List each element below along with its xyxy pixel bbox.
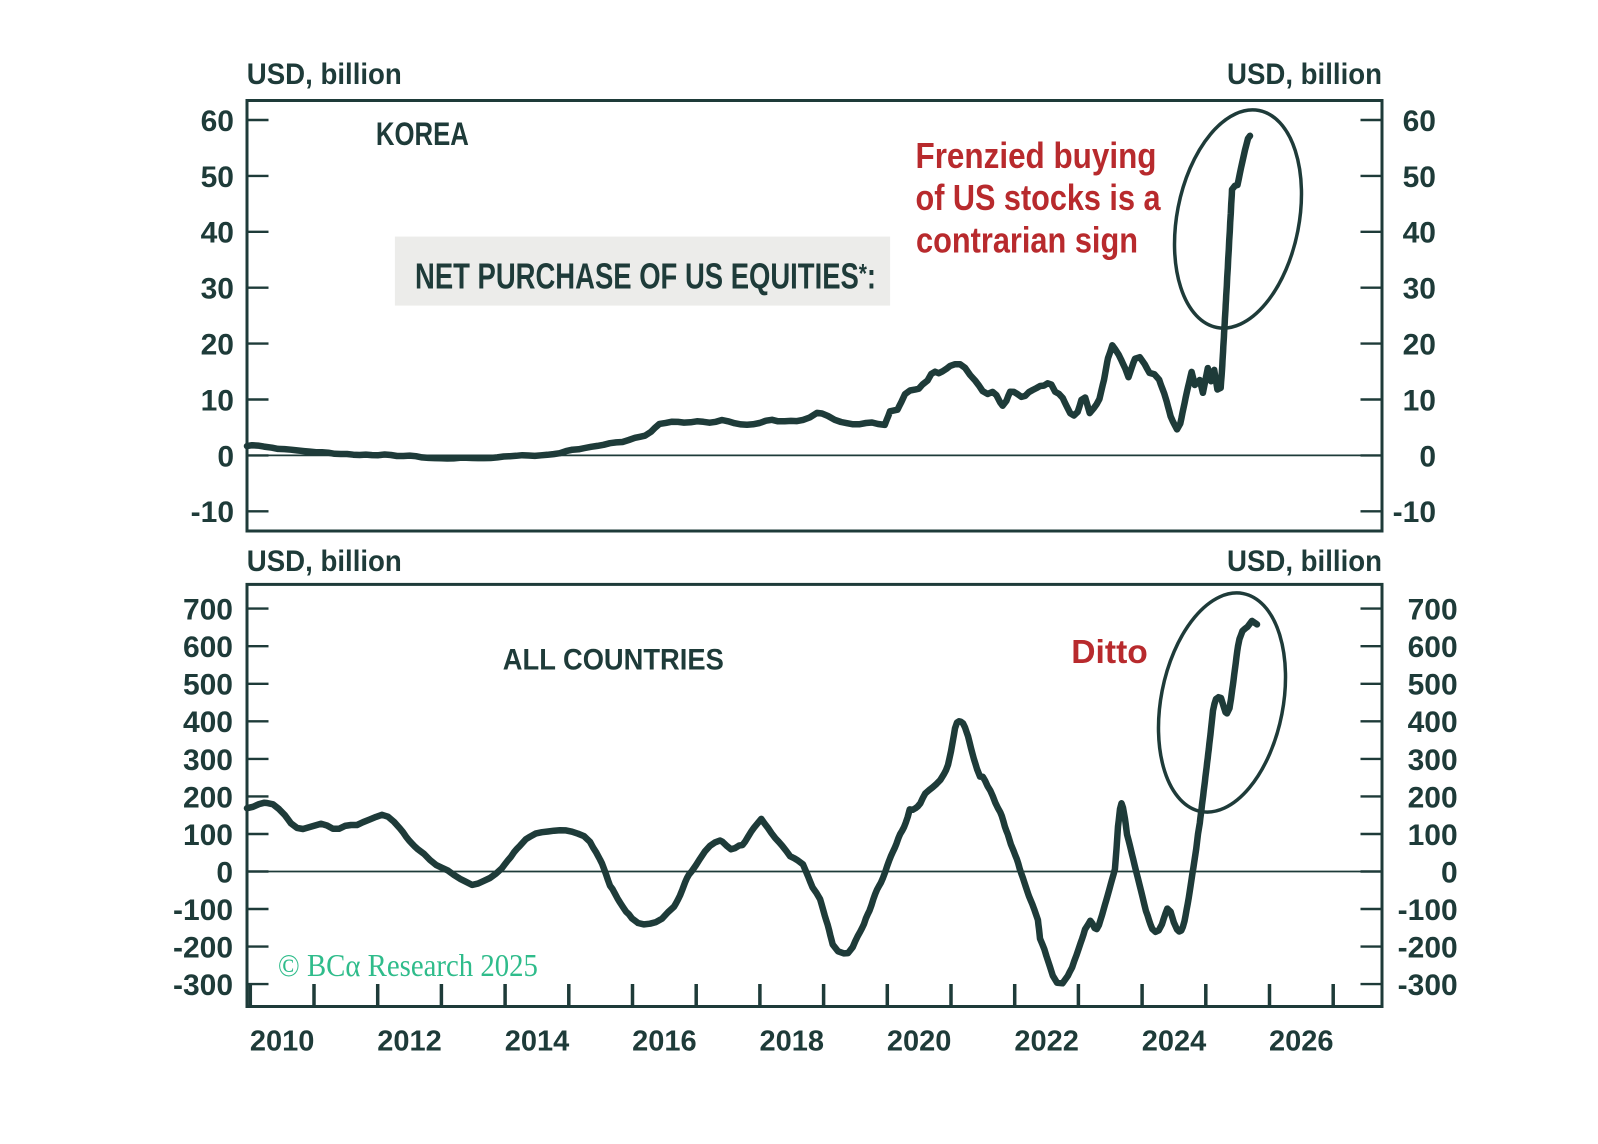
svg-text:0: 0 <box>1441 856 1458 889</box>
svg-text:-200: -200 <box>173 932 233 965</box>
svg-text:40: 40 <box>201 217 234 250</box>
svg-text:100: 100 <box>1408 819 1458 852</box>
svg-text:30: 30 <box>201 273 234 306</box>
svg-text:USD, billion: USD, billion <box>1227 58 1382 91</box>
svg-text:20: 20 <box>201 329 234 362</box>
svg-text:-100: -100 <box>173 894 233 927</box>
svg-text:30: 30 <box>1403 273 1436 306</box>
svg-text:60: 60 <box>201 105 234 138</box>
svg-text:600: 600 <box>183 631 233 664</box>
svg-text:2024: 2024 <box>1142 1025 1207 1057</box>
svg-text:700: 700 <box>1408 594 1458 627</box>
svg-text:KOREA: KOREA <box>376 116 469 152</box>
svg-text:60: 60 <box>1403 105 1436 138</box>
svg-text:100: 100 <box>183 819 233 852</box>
svg-text:400: 400 <box>1408 706 1458 739</box>
svg-text:Frenzied buying: Frenzied buying <box>916 135 1157 176</box>
svg-text:of US stocks is a: of US stocks is a <box>916 177 1162 218</box>
svg-text:700: 700 <box>183 594 233 627</box>
svg-text:-300: -300 <box>173 969 233 1002</box>
svg-text:2016: 2016 <box>632 1025 697 1057</box>
svg-text:300: 300 <box>183 744 233 777</box>
svg-text:-100: -100 <box>1398 894 1458 927</box>
svg-text:ALL COUNTRIES: ALL COUNTRIES <box>503 643 724 676</box>
svg-text:0: 0 <box>217 440 234 473</box>
svg-text:2012: 2012 <box>377 1025 442 1057</box>
svg-text:USD, billion: USD, billion <box>247 58 402 91</box>
svg-text:2018: 2018 <box>760 1025 825 1057</box>
svg-text:500: 500 <box>1408 669 1458 702</box>
svg-text:50: 50 <box>201 161 234 194</box>
svg-text:50: 50 <box>1403 161 1436 194</box>
svg-text:NET PURCHASE OF US EQUITIES*:: NET PURCHASE OF US EQUITIES*: <box>415 256 876 297</box>
svg-text:300: 300 <box>1408 744 1458 777</box>
svg-text:0: 0 <box>216 856 233 889</box>
svg-text:-300: -300 <box>1398 969 1458 1002</box>
svg-text:400: 400 <box>183 706 233 739</box>
svg-text:200: 200 <box>183 781 233 814</box>
svg-text:20: 20 <box>1403 329 1436 362</box>
svg-text:40: 40 <box>1403 217 1436 250</box>
svg-text:2020: 2020 <box>887 1025 952 1057</box>
svg-text:600: 600 <box>1408 631 1458 664</box>
svg-text:200: 200 <box>1408 781 1458 814</box>
svg-text:10: 10 <box>201 384 234 417</box>
svg-text:-10: -10 <box>1393 496 1436 529</box>
svg-text:2022: 2022 <box>1014 1025 1079 1057</box>
svg-text:USD, billion: USD, billion <box>1227 545 1382 578</box>
svg-text:-10: -10 <box>191 496 234 529</box>
svg-text:0: 0 <box>1419 440 1436 473</box>
svg-text:USD, billion: USD, billion <box>247 545 402 578</box>
svg-text:contrarian sign: contrarian sign <box>916 220 1138 261</box>
svg-text:2026: 2026 <box>1269 1025 1334 1057</box>
svg-text:© BCα Research 2025: © BCα Research 2025 <box>278 947 538 983</box>
svg-text:500: 500 <box>183 669 233 702</box>
svg-text:2010: 2010 <box>250 1025 315 1057</box>
svg-text:10: 10 <box>1403 384 1436 417</box>
svg-text:-200: -200 <box>1398 932 1458 965</box>
svg-text:2014: 2014 <box>505 1025 570 1057</box>
svg-text:Ditto: Ditto <box>1071 633 1148 670</box>
